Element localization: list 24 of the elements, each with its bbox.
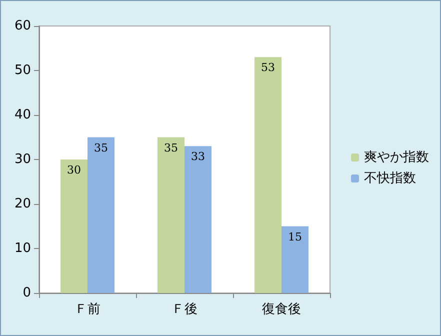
data-label: 35 bbox=[94, 141, 108, 154]
bar bbox=[158, 137, 184, 293]
bar bbox=[282, 226, 308, 293]
data-label: 33 bbox=[191, 150, 205, 164]
legend-label: 不快指数 bbox=[364, 171, 416, 186]
bar bbox=[184, 146, 212, 293]
bar bbox=[254, 57, 282, 293]
data-label: 53 bbox=[261, 61, 275, 74]
data-label: 15 bbox=[288, 230, 302, 244]
bar bbox=[60, 160, 88, 293]
data-label: 35 bbox=[164, 141, 178, 154]
x-tick-label: Ｆ後 bbox=[172, 302, 198, 317]
y-tick-label: 60 bbox=[14, 18, 31, 34]
y-tick-label: 10 bbox=[14, 241, 31, 256]
y-tick-label: 50 bbox=[14, 63, 31, 78]
y-tick-label: 30 bbox=[14, 152, 31, 167]
legend-label: 爽やか指数 bbox=[364, 150, 429, 165]
y-tick-label: 20 bbox=[14, 196, 31, 212]
x-tick-label: 復食後 bbox=[262, 302, 301, 317]
bar bbox=[88, 137, 114, 293]
y-tick-label: 40 bbox=[14, 108, 31, 122]
y-tick-label: 0 bbox=[22, 286, 31, 300]
x-tick-label: Ｆ前 bbox=[74, 302, 100, 317]
data-label: 30 bbox=[67, 164, 81, 176]
